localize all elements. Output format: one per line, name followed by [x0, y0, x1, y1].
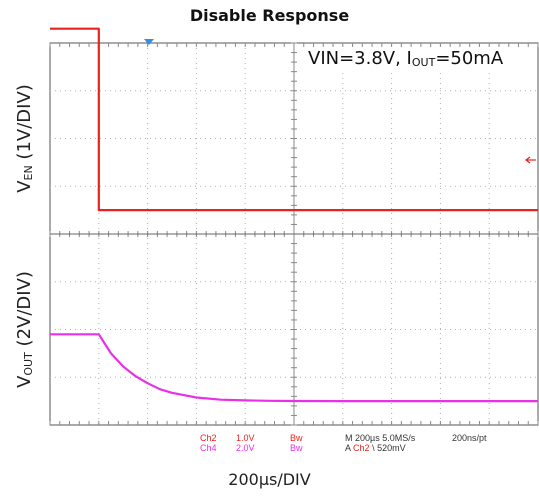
chart-title: Disable Response [189, 6, 350, 25]
ch4-scale: 2.0V [236, 443, 255, 453]
ch4-label: Ch4 [200, 443, 217, 453]
x-axis-label: 200µs/DIV [228, 470, 311, 489]
trace-ch2 [50, 27, 538, 212]
traces [50, 27, 538, 403]
y-axis-label-ven: VEN (1V/DIV) [13, 84, 35, 193]
trigger-position-marker [144, 39, 154, 45]
trigger-readout: A Ch2 \ 520mV [345, 443, 406, 453]
y-axis-label-vout: VOUT (2V/DIV) [13, 271, 35, 388]
ch2-scale: 1.0V [236, 433, 255, 443]
test-conditions: VIN=3.8V, IOUT=50mA [308, 48, 504, 69]
timebase-readout: M 200µs 5.0MS/s [345, 433, 416, 443]
ch2-bandwidth: Bw [290, 433, 303, 443]
trace-ch4 [50, 333, 538, 403]
ch4-bandwidth: Bw [290, 443, 303, 453]
sample-interval: 200ns/pt [452, 433, 487, 443]
trigger-level-arrow [525, 156, 536, 164]
ch2-label: Ch2 [200, 433, 217, 443]
